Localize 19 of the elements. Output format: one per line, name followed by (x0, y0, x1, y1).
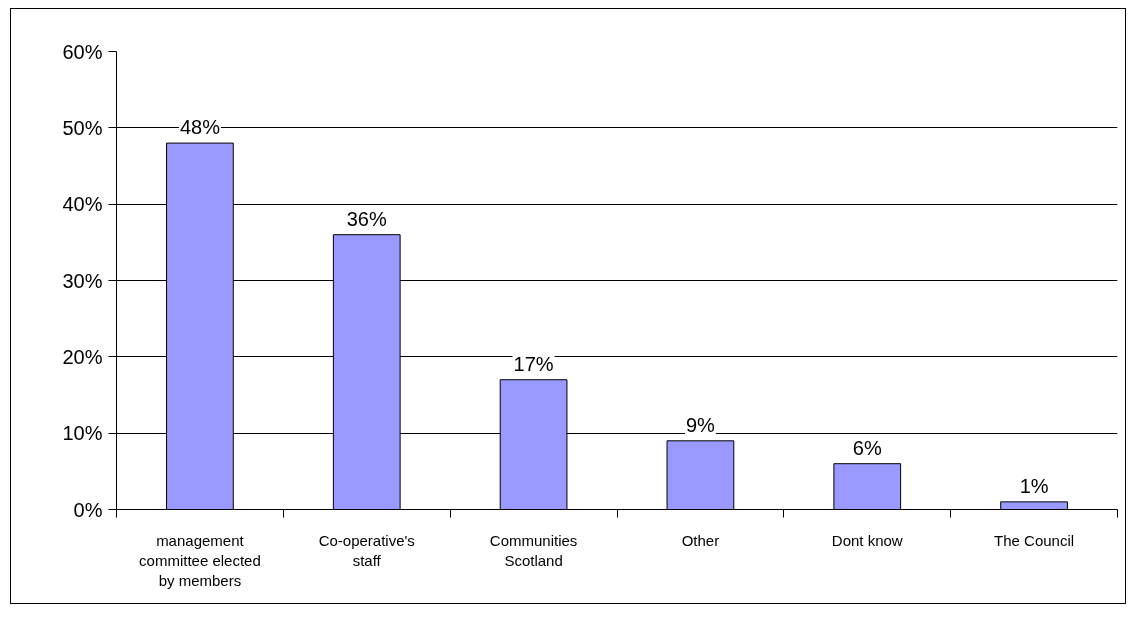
x-tick-label: Co-operative's staff (318, 531, 415, 569)
x-tick-label: Other (681, 531, 720, 549)
data-label: 48% (179, 116, 221, 139)
y-tick-label: 50% (62, 116, 103, 139)
y-tick-label: 0% (73, 498, 103, 521)
data-label: 17% (513, 352, 554, 375)
y-tick-label: 10% (62, 422, 103, 445)
data-label: 6% (852, 436, 882, 459)
y-tick-label: 20% (62, 345, 103, 368)
data-label: 9% (685, 413, 716, 436)
data-label: 1% (1019, 474, 1049, 497)
y-tick-label: 40% (62, 193, 103, 216)
x-tick-label: Dont know (831, 531, 903, 549)
x-tick-label: Communities Scotland (489, 531, 578, 569)
data-label: 36% (346, 207, 387, 230)
x-tick-label: The Council (994, 531, 1075, 549)
y-tick-label: 60% (62, 40, 103, 63)
x-tick-label: management committee elected by members (139, 531, 261, 590)
y-tick-label: 30% (62, 269, 103, 292)
